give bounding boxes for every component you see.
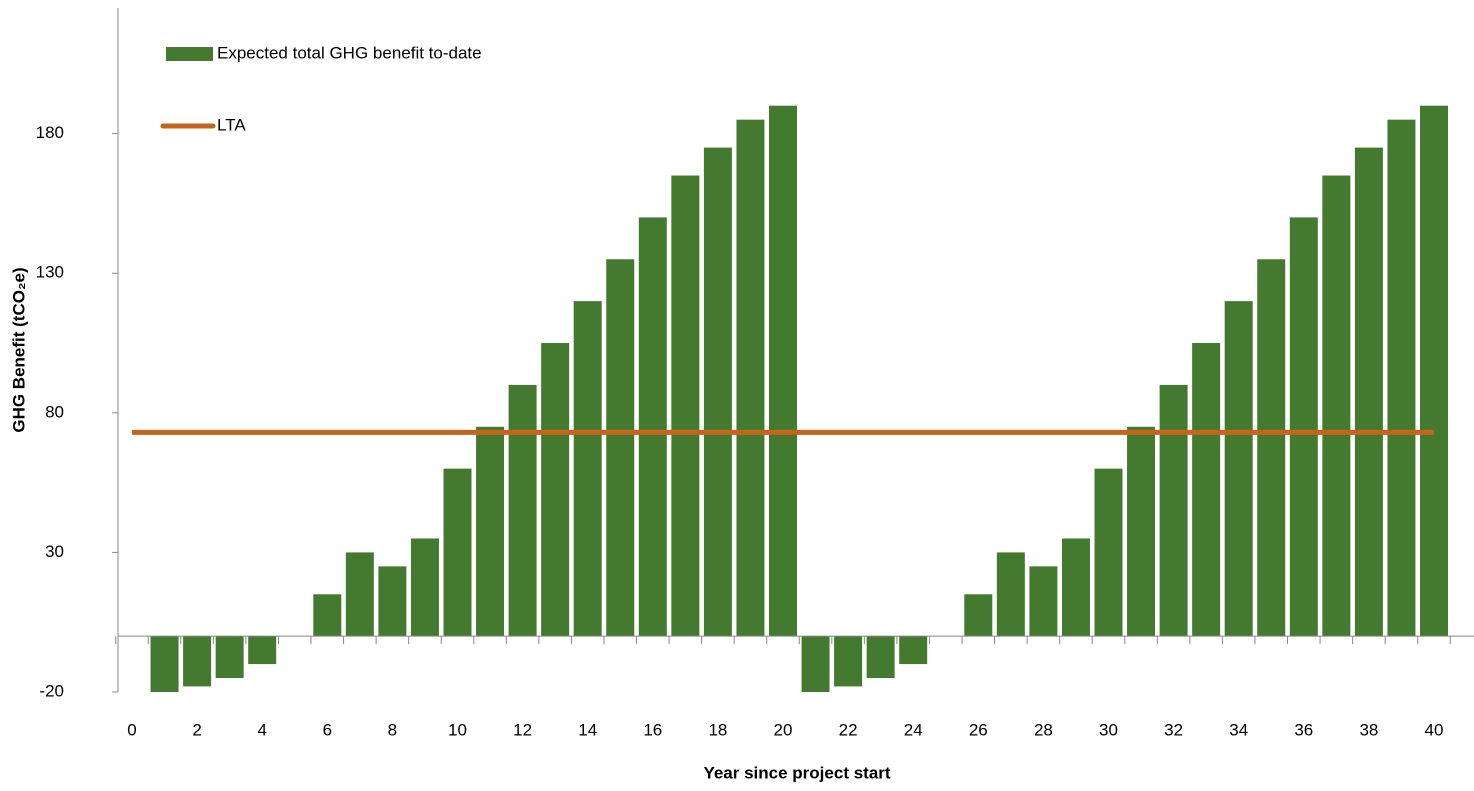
x-tick-label: 40	[1425, 720, 1444, 739]
bar	[183, 636, 212, 687]
bar	[215, 636, 244, 679]
x-tick-label: 10	[448, 720, 467, 739]
x-tick-label: 8	[388, 720, 397, 739]
x-tick-label: 2	[192, 720, 201, 739]
bar	[248, 636, 277, 665]
bar	[1192, 343, 1221, 637]
legend-label: Expected total GHG benefit to-date	[217, 43, 482, 62]
x-tick-label: 20	[774, 720, 793, 739]
bar	[541, 343, 570, 637]
x-tick-label: 18	[708, 720, 727, 739]
bar	[1224, 301, 1253, 637]
bar	[508, 384, 537, 637]
legend-swatch	[166, 47, 213, 61]
x-tick-label: 30	[1099, 720, 1118, 739]
bar	[1029, 566, 1058, 637]
bar	[1322, 175, 1351, 637]
y-axis-title: GHG Benefit (tCO₂e)	[9, 267, 28, 432]
x-tick-label: 12	[513, 720, 532, 739]
bar	[1061, 538, 1090, 637]
bar	[996, 552, 1025, 637]
bar	[801, 636, 830, 692]
bar	[769, 105, 797, 637]
bar	[1289, 217, 1318, 637]
bar	[410, 538, 439, 637]
x-tick-label: 4	[257, 720, 266, 739]
y-tick-label: -20	[39, 681, 64, 700]
bar	[703, 147, 732, 637]
y-tick-label: 180	[36, 123, 64, 142]
bar	[476, 426, 505, 637]
bar	[638, 217, 667, 637]
bar	[1387, 119, 1416, 637]
x-tick-label: 14	[578, 720, 597, 739]
bar	[866, 636, 895, 679]
bar	[1257, 259, 1286, 637]
bar	[1094, 468, 1123, 637]
bar	[899, 636, 928, 665]
bar	[736, 119, 765, 637]
bar	[573, 301, 602, 637]
x-tick-label: 32	[1164, 720, 1183, 739]
x-tick-label: 24	[904, 720, 923, 739]
bar	[150, 636, 179, 692]
bar	[1127, 426, 1156, 637]
y-tick-label: 130	[36, 263, 64, 282]
x-tick-label: 38	[1359, 720, 1378, 739]
bar	[378, 566, 407, 637]
legend-label: LTA	[217, 115, 246, 134]
x-tick-label: 0	[127, 720, 136, 739]
x-tick-label: 34	[1229, 720, 1248, 739]
bar	[964, 594, 993, 637]
bar	[1420, 105, 1448, 637]
x-tick-label: 6	[323, 720, 332, 739]
bar	[1354, 147, 1383, 637]
x-tick-label: 26	[969, 720, 988, 739]
bar	[345, 552, 374, 637]
y-tick-label: 80	[45, 402, 64, 421]
y-tick-label: 30	[45, 542, 64, 561]
bar	[443, 468, 472, 637]
bar	[671, 175, 700, 637]
x-tick-label: 16	[643, 720, 662, 739]
x-tick-label: 36	[1294, 720, 1313, 739]
x-tick-label: 22	[839, 720, 858, 739]
bar	[1159, 384, 1188, 637]
x-axis-title: Year since project start	[703, 763, 890, 782]
bar	[834, 636, 863, 687]
x-tick-label: 28	[1034, 720, 1053, 739]
bar	[313, 594, 342, 637]
bar	[606, 259, 635, 637]
